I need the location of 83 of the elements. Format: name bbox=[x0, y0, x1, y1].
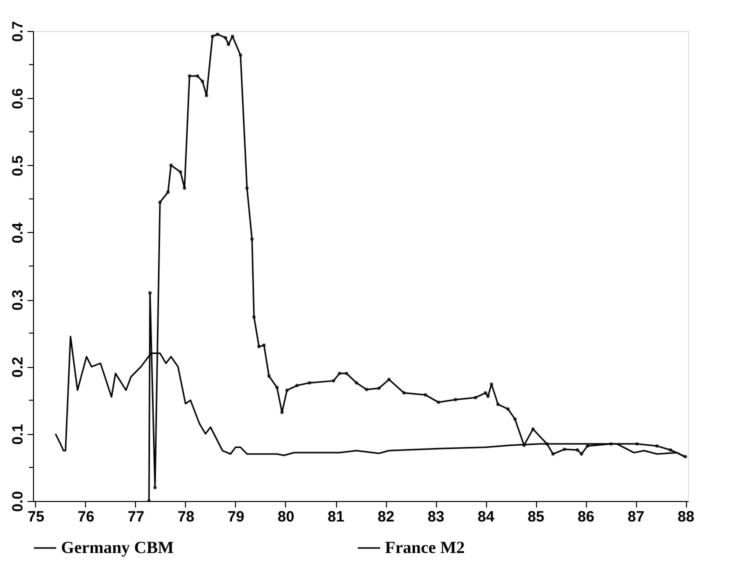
point bbox=[252, 315, 256, 319]
x-tick-label: 75 bbox=[28, 508, 44, 526]
point bbox=[200, 80, 204, 84]
point bbox=[204, 94, 208, 98]
point bbox=[655, 444, 659, 448]
point bbox=[545, 442, 549, 446]
point bbox=[402, 391, 406, 395]
x-tick-label: 87 bbox=[628, 508, 644, 526]
point bbox=[166, 190, 170, 194]
point bbox=[216, 32, 220, 36]
point bbox=[486, 394, 490, 398]
point bbox=[275, 386, 279, 390]
point bbox=[474, 396, 478, 400]
point bbox=[364, 388, 368, 392]
point bbox=[668, 448, 672, 452]
point bbox=[490, 382, 494, 386]
point bbox=[280, 410, 284, 414]
x-tick-label: 80 bbox=[278, 508, 294, 526]
point bbox=[250, 237, 254, 241]
point bbox=[262, 344, 266, 347]
point bbox=[684, 454, 688, 458]
point bbox=[230, 34, 234, 38]
point bbox=[210, 34, 214, 38]
point bbox=[285, 388, 289, 392]
point bbox=[153, 486, 157, 490]
point bbox=[188, 74, 192, 78]
point bbox=[531, 427, 535, 431]
x-tick-label: 84 bbox=[478, 508, 495, 526]
y-tick-label: 0.1 bbox=[10, 424, 26, 445]
point bbox=[226, 42, 230, 46]
point bbox=[257, 344, 261, 348]
point bbox=[332, 379, 336, 383]
y-tick-label: 0.4 bbox=[10, 222, 26, 244]
point bbox=[551, 452, 555, 456]
point bbox=[295, 384, 299, 388]
x-tick-label: 79 bbox=[228, 508, 244, 526]
x-tick-label: 81 bbox=[328, 508, 344, 526]
y-tick-label: 0.6 bbox=[10, 88, 26, 110]
point bbox=[158, 200, 162, 204]
point bbox=[454, 398, 458, 402]
x-tick-label: 86 bbox=[578, 508, 594, 526]
x-tick-label: 83 bbox=[428, 508, 444, 526]
point bbox=[238, 53, 242, 57]
point bbox=[580, 452, 584, 456]
point bbox=[586, 444, 590, 448]
y-tick-label: 0.3 bbox=[10, 290, 26, 310]
x-tick-label: 78 bbox=[178, 508, 194, 526]
y-tick-label: 0.2 bbox=[10, 356, 26, 378]
point bbox=[224, 36, 228, 40]
x-tick-label: 76 bbox=[78, 508, 94, 526]
point bbox=[178, 170, 182, 174]
point bbox=[522, 444, 526, 447]
point bbox=[424, 393, 428, 397]
legend-label: France M2 bbox=[385, 538, 465, 557]
point bbox=[245, 186, 249, 190]
point bbox=[377, 386, 381, 390]
point bbox=[148, 291, 152, 295]
point bbox=[576, 448, 580, 452]
point bbox=[436, 400, 440, 404]
point bbox=[635, 442, 639, 446]
point bbox=[354, 381, 358, 385]
y-tick-label: 0.5 bbox=[10, 155, 26, 176]
y-tick-label: 0.7 bbox=[10, 21, 26, 42]
x-tick-label: 77 bbox=[128, 508, 144, 526]
point bbox=[267, 374, 271, 378]
point bbox=[513, 417, 517, 421]
point bbox=[196, 74, 200, 78]
point bbox=[496, 402, 500, 406]
x-tick-label: 88 bbox=[678, 508, 694, 526]
point bbox=[169, 164, 173, 168]
x-tick-label: 82 bbox=[378, 508, 394, 526]
point bbox=[609, 442, 613, 446]
point bbox=[182, 186, 186, 190]
legend-label: Germany CBM bbox=[61, 538, 174, 557]
y-tick-label: 0.0 bbox=[10, 491, 26, 512]
point bbox=[387, 378, 391, 382]
point bbox=[506, 407, 510, 411]
point bbox=[338, 372, 342, 376]
point bbox=[344, 372, 348, 376]
point bbox=[484, 391, 488, 395]
point bbox=[308, 381, 312, 385]
point bbox=[562, 448, 566, 452]
x-tick-label: 85 bbox=[528, 508, 544, 526]
